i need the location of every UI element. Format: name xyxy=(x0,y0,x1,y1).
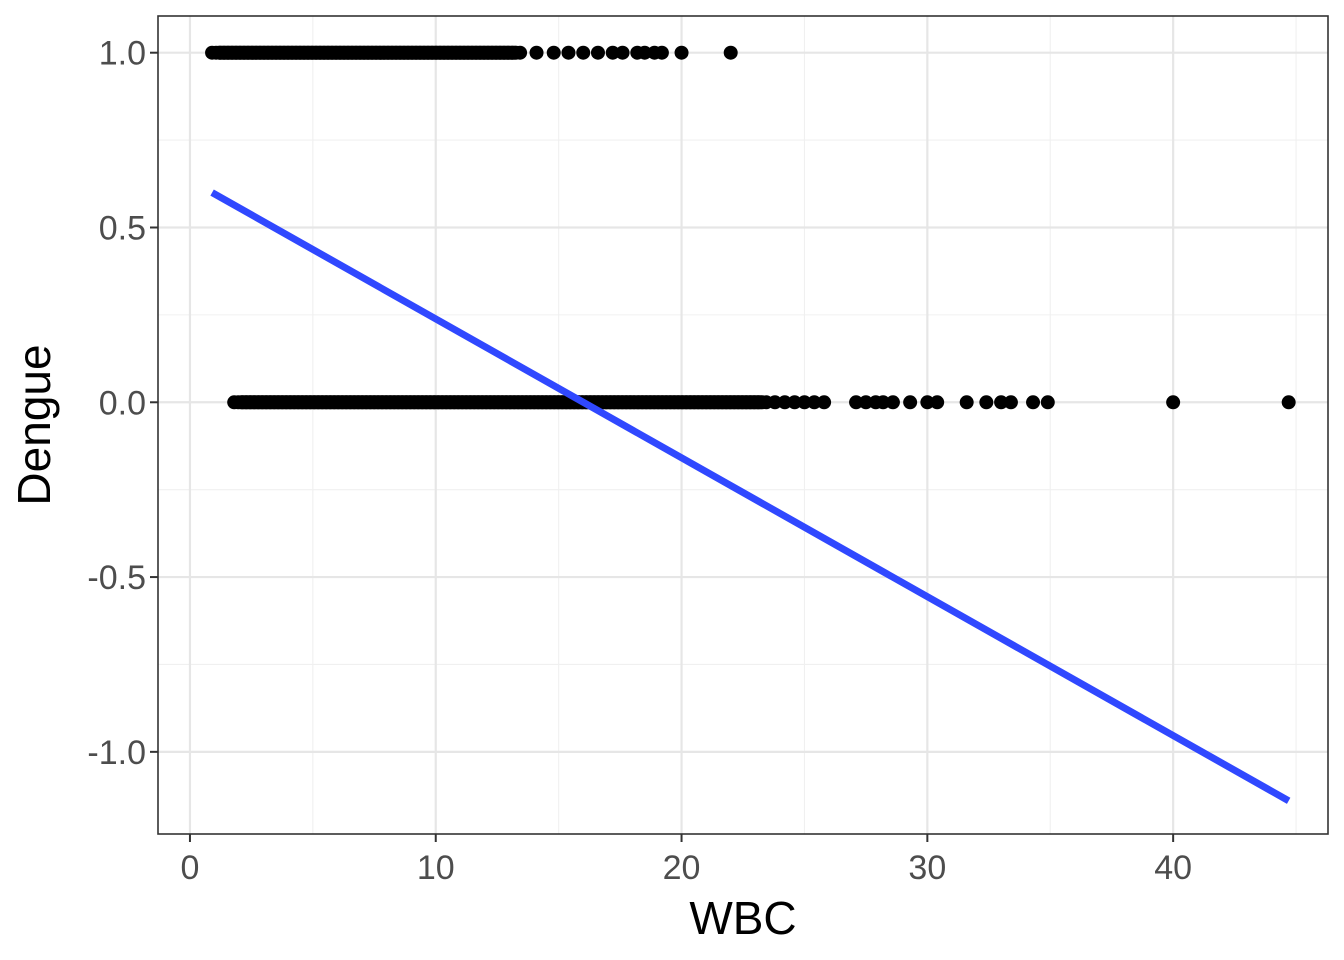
data-point xyxy=(767,395,782,410)
y-tick-label: 0.0 xyxy=(99,384,146,422)
data-point xyxy=(797,395,812,410)
data-point xyxy=(637,45,652,60)
data-point xyxy=(513,45,528,60)
y-tick-label: -0.5 xyxy=(87,559,146,597)
data-point xyxy=(903,395,918,410)
data-point xyxy=(1026,395,1041,410)
x-tick-label: 0 xyxy=(180,849,199,887)
regression-line xyxy=(210,189,1291,804)
plot-border xyxy=(157,15,1329,835)
x-axis-ticks: 0 10 20 30 40 xyxy=(180,834,1192,887)
y-tick-label: 0.5 xyxy=(99,209,146,247)
data-point xyxy=(858,395,873,410)
data-point xyxy=(930,395,945,410)
x-axis-title: WBC xyxy=(689,892,796,944)
x-tick-label: 30 xyxy=(908,849,946,887)
data-point xyxy=(1281,395,1296,410)
data-point xyxy=(546,45,561,60)
data-point xyxy=(876,395,891,410)
x-tick-label: 20 xyxy=(663,849,701,887)
data-point xyxy=(654,45,669,60)
y-axis-ticks: -1.0 -0.5 0.0 0.5 1.0 xyxy=(87,35,158,772)
data-point xyxy=(590,45,605,60)
y-tick-label: -1.0 xyxy=(87,734,146,772)
data-point xyxy=(885,395,900,410)
data-point xyxy=(561,45,576,60)
x-tick-label: 10 xyxy=(417,849,455,887)
data-point xyxy=(1040,395,1055,410)
y-tick-label: 1.0 xyxy=(99,35,146,73)
data-point xyxy=(529,45,544,60)
data-point xyxy=(777,395,792,410)
data-point xyxy=(1003,395,1018,410)
data-point xyxy=(817,395,832,410)
data-point xyxy=(787,395,802,410)
data-points xyxy=(205,45,1296,410)
data-point xyxy=(615,45,630,60)
data-point xyxy=(807,395,822,410)
x-tick-label: 40 xyxy=(1154,849,1192,887)
data-point xyxy=(959,395,974,410)
plot-background xyxy=(158,16,1328,834)
fit-line-layer xyxy=(210,189,1291,804)
data-point xyxy=(674,45,689,60)
data-point xyxy=(576,45,591,60)
data-point xyxy=(920,395,935,410)
data-point xyxy=(979,395,994,410)
data-point xyxy=(1166,395,1181,410)
data-point xyxy=(723,45,738,60)
y-axis-title: Dengue xyxy=(8,344,60,505)
data-point xyxy=(605,45,620,60)
data-point xyxy=(849,395,864,410)
data-point xyxy=(994,395,1009,410)
